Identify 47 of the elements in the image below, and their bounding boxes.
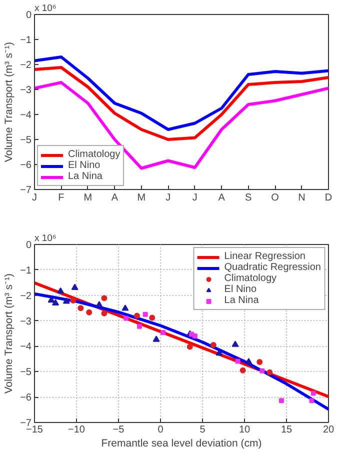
x-tick-label: M	[137, 192, 146, 204]
y-tick-label: −1	[20, 265, 32, 276]
y-tick-label: −6	[20, 160, 32, 171]
x-tick-label: 20	[322, 424, 334, 436]
x-tick-label: J	[166, 192, 171, 204]
x-tick-label: N	[298, 192, 306, 204]
x-tick-label: F	[58, 192, 64, 204]
legend-label: El Nino	[224, 284, 257, 295]
x-tick-label: A	[218, 192, 226, 204]
x-tick-label: S	[244, 192, 252, 204]
x-tick-label: O	[271, 192, 280, 204]
legend-label: La Nina	[224, 295, 259, 306]
y-tick-label: −2	[20, 60, 32, 71]
y-tick-label: 0	[26, 240, 32, 251]
x-tick-label: −5	[112, 424, 125, 436]
x-tick-label: J	[192, 192, 198, 204]
y-axis-title: Volume Transport (m³ s⁻¹)	[3, 42, 16, 162]
text: x 10⁶	[34, 3, 56, 14]
legend-label: Linear Regression	[224, 251, 306, 262]
legend-label: Quadratic Regression	[224, 262, 321, 273]
x-tick-label: A	[111, 192, 118, 204]
y-tick-label: −5	[20, 135, 32, 146]
y-tick-label: −4	[20, 342, 32, 353]
y-tick-label: 0	[26, 10, 32, 21]
x-tick-label: 5	[200, 424, 206, 436]
y-tick-label: −3	[20, 85, 32, 96]
y-tick-label: −6	[20, 392, 32, 404]
legend-label: La Nina	[68, 171, 102, 182]
y-tick-label: −3	[20, 316, 32, 328]
x-tick-label: −10	[68, 424, 86, 436]
legend-label: Climatology	[68, 149, 120, 160]
y-tick-label: −4	[20, 110, 32, 121]
y-tick-label: −5	[20, 367, 32, 378]
y-tick-label: −1	[20, 35, 32, 46]
y-axis-title: Volume Transport (m³ s⁻¹)	[3, 274, 16, 394]
y-tick-label: −7	[20, 185, 32, 196]
x-tick-label: 10	[238, 424, 250, 436]
x-axis-title: Fremantle sea level deviation (cm)	[101, 438, 262, 450]
text: x 10⁶	[34, 233, 56, 244]
x-tick-label: D	[324, 192, 332, 204]
x-tick-label: M	[84, 192, 92, 204]
x-tick-label: 0	[158, 424, 164, 436]
legend-label: El Nino	[68, 160, 100, 171]
y-tick-label: −2	[20, 290, 32, 302]
x-tick-label: 15	[280, 424, 292, 436]
legend-label: Climatology	[224, 273, 277, 284]
x-tick-label: J	[32, 192, 37, 204]
